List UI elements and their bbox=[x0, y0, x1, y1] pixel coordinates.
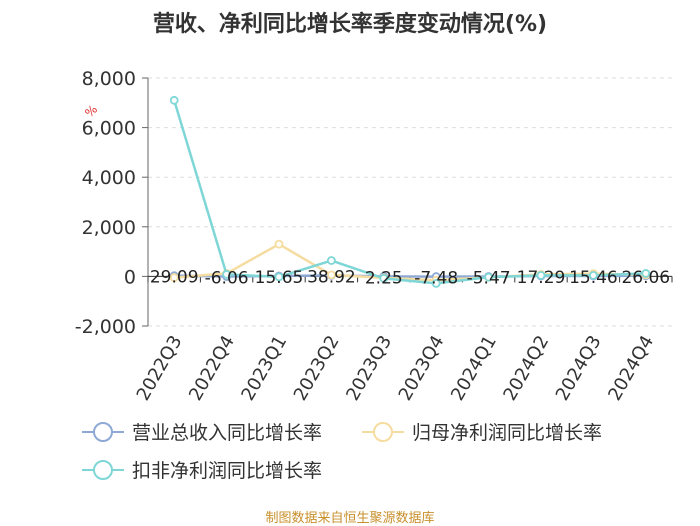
data-point-2 bbox=[222, 270, 232, 279]
y-tick-label: 4,000 bbox=[82, 167, 136, 189]
data-label: 2.25 bbox=[365, 268, 403, 288]
legend-marker bbox=[93, 460, 113, 480]
y-tick-label: 6,000 bbox=[82, 118, 136, 140]
x-tick-label: 2023Q1 bbox=[237, 332, 291, 404]
data-point-2 bbox=[379, 273, 389, 283]
legend-label: 营业总收入同比增长率 bbox=[132, 422, 322, 444]
series-line-1 bbox=[174, 242, 646, 282]
chart-title: 营收、净利同比增长率季度变动情况(%) bbox=[152, 12, 548, 37]
x-tick-label: 2024Q4 bbox=[604, 332, 658, 404]
x-tick-label: 2024Q2 bbox=[499, 332, 553, 404]
data-point-2 bbox=[589, 271, 598, 280]
grid-layer bbox=[148, 77, 672, 327]
data-label: -7.48 bbox=[414, 269, 458, 289]
data-label: 17.29 bbox=[517, 268, 566, 288]
series-line-2 bbox=[173, 99, 646, 285]
x-tick-label: 2024Q1 bbox=[447, 332, 501, 404]
legend-label: 扣非净利润同比增长率 bbox=[132, 460, 322, 482]
source-note: 制图数据来自恒生聚源数据库 bbox=[265, 511, 435, 526]
y-tick-label: 2,000 bbox=[82, 217, 136, 239]
data-label: -5.47 bbox=[467, 269, 511, 289]
data-label: 26.06 bbox=[621, 268, 670, 288]
y-tick-label: 8,000 bbox=[82, 68, 136, 90]
legend-item-2: 扣非净利润同比增长率 bbox=[82, 460, 322, 482]
legend-item-1: 归母净利润同比增长率 bbox=[362, 422, 602, 444]
data-point-2 bbox=[536, 271, 546, 280]
x-tick-label: 2022Q4 bbox=[185, 332, 239, 404]
data-point-2 bbox=[169, 95, 179, 105]
data-point-2 bbox=[326, 256, 336, 265]
axis-layer: -2,00002,0004,0006,0008,000%2022Q32022Q4… bbox=[75, 68, 673, 404]
data-point-2 bbox=[484, 272, 494, 282]
data-point-2 bbox=[431, 278, 441, 288]
x-tick-label: 2023Q3 bbox=[342, 332, 396, 404]
x-tick-label: 2023Q2 bbox=[290, 332, 344, 404]
legend-item-0: 营业总收入同比增长率 bbox=[82, 422, 322, 444]
data-label: 15.65 bbox=[255, 268, 304, 288]
data-point-1 bbox=[274, 239, 284, 249]
data-label: 29.09 bbox=[150, 268, 199, 288]
y-tick-label: 0 bbox=[124, 266, 136, 288]
x-tick-label: 2022Q3 bbox=[133, 332, 187, 404]
data-label: 15.46 bbox=[569, 268, 618, 288]
data-point-2 bbox=[641, 269, 651, 278]
data-label: 38.92 bbox=[307, 267, 356, 287]
data-point-1 bbox=[169, 273, 179, 283]
series-layer bbox=[169, 95, 651, 288]
x-tick-label: 2023Q4 bbox=[395, 332, 449, 404]
legend-marker bbox=[93, 422, 113, 442]
x-tick-label: 2024Q3 bbox=[552, 332, 606, 404]
data-label: -6.06 bbox=[205, 269, 249, 289]
legend-label: 归母净利润同比增长率 bbox=[412, 422, 602, 444]
data-point-1 bbox=[326, 270, 336, 280]
data-point-2 bbox=[274, 272, 284, 282]
legend-marker bbox=[373, 422, 393, 442]
label-layer: 29.09 -6.06 15.65 38.92 2.25 -7.48 -5.47 17.29 1… bbox=[150, 267, 670, 288]
y-tick-label: -2,000 bbox=[75, 316, 136, 338]
